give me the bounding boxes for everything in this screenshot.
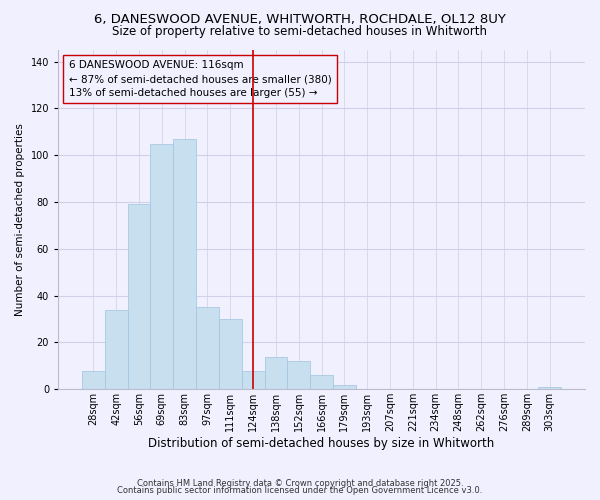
Bar (82, 370, 105, 390)
Text: 6, DANESWOOD AVENUE, WHITWORTH, ROCHDALE, OL12 8UY: 6, DANESWOOD AVENUE, WHITWORTH, ROCHDALE… (94, 12, 506, 26)
Bar (242, 370, 265, 390)
Bar (538, 387, 561, 390)
Bar (105, 310, 128, 390)
Text: 6 DANESWOOD AVENUE: 116sqm
← 87% of semi-detached houses are smaller (380)
13% o: 6 DANESWOOD AVENUE: 116sqm ← 87% of semi… (68, 60, 331, 98)
Bar (173, 139, 196, 390)
Bar (196, 308, 219, 390)
X-axis label: Distribution of semi-detached houses by size in Whitworth: Distribution of semi-detached houses by … (148, 437, 494, 450)
Text: Size of property relative to semi-detached houses in Whitworth: Size of property relative to semi-detach… (113, 25, 487, 38)
Text: Contains public sector information licensed under the Open Government Licence v3: Contains public sector information licen… (118, 486, 482, 495)
Bar (219, 319, 242, 390)
Text: Contains HM Land Registry data © Crown copyright and database right 2025.: Contains HM Land Registry data © Crown c… (137, 478, 463, 488)
Bar (151, 144, 173, 390)
Bar (287, 361, 310, 390)
Bar (310, 376, 333, 390)
Bar (333, 384, 356, 390)
Bar (128, 204, 151, 390)
Bar (265, 356, 287, 390)
Y-axis label: Number of semi-detached properties: Number of semi-detached properties (15, 123, 25, 316)
